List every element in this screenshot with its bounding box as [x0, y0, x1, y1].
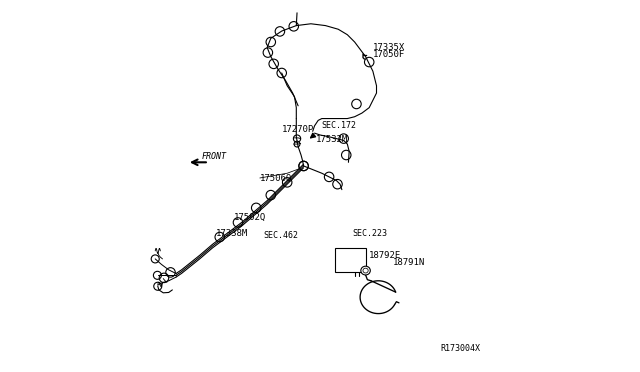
- Text: SEC.223: SEC.223: [353, 229, 388, 238]
- Ellipse shape: [361, 266, 371, 275]
- Text: FRONT: FRONT: [202, 152, 227, 161]
- Text: 17338M: 17338M: [216, 229, 248, 238]
- Text: 17050F: 17050F: [373, 50, 405, 59]
- Ellipse shape: [363, 268, 368, 273]
- Text: 18792E: 18792E: [369, 251, 401, 260]
- Text: 17502Q: 17502Q: [234, 212, 267, 221]
- Bar: [335, 248, 365, 272]
- Text: R173004X: R173004X: [440, 344, 480, 353]
- Text: 17532M: 17532M: [316, 135, 349, 144]
- Text: 17335X: 17335X: [373, 43, 405, 52]
- Text: SEC.462: SEC.462: [264, 231, 298, 240]
- Text: 17270P: 17270P: [282, 125, 314, 134]
- Text: 18791N: 18791N: [393, 258, 425, 267]
- Text: SEC.172: SEC.172: [322, 121, 357, 130]
- Text: 17506Q: 17506Q: [260, 174, 292, 183]
